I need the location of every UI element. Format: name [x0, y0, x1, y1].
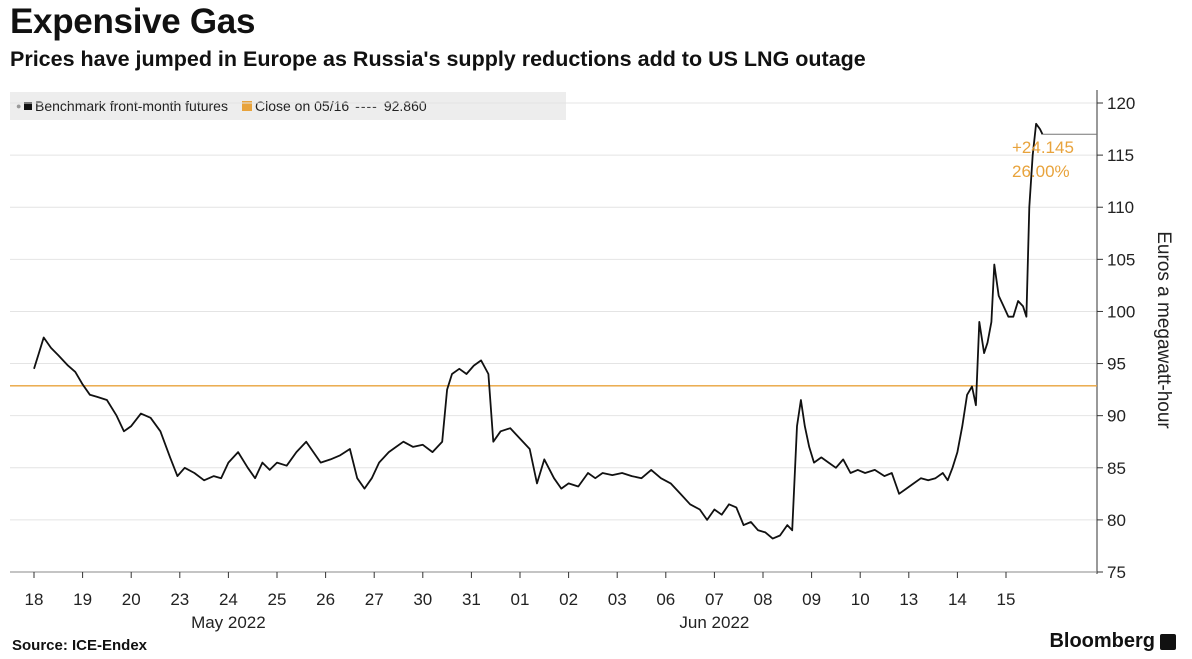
bloomberg-mark-icon [1160, 633, 1176, 650]
y-tick-label: 110 [1107, 198, 1134, 217]
x-tick-label: 18 [25, 590, 44, 609]
y-axis-label: Euros a megawatt-hour [1153, 231, 1174, 429]
legend-swatch-black [24, 102, 32, 110]
x-tick-label: 06 [656, 590, 675, 609]
x-tick-label: 07 [705, 590, 724, 609]
chart-legend: ● Benchmark front-month futures Close on… [10, 92, 566, 120]
pin-icon: ● [16, 101, 22, 111]
x-tick-label: 14 [948, 590, 967, 609]
legend-item-futures: ● Benchmark front-month futures [16, 98, 228, 114]
x-tick-label: 31 [462, 590, 481, 609]
legend-item-close: Close on 05/16 ---- 92.860 [241, 98, 427, 114]
y-tick-label: 75 [1107, 563, 1126, 582]
month-label: Jun 2022 [679, 613, 749, 632]
y-tick-label: 100 [1107, 302, 1135, 321]
x-tick-label: 08 [754, 590, 773, 609]
y-tick-label: 115 [1107, 146, 1134, 165]
y-tick-label: 95 [1107, 355, 1126, 374]
y-tick-label: 120 [1107, 94, 1135, 113]
x-tick-label: 13 [899, 590, 918, 609]
chart-title: Expensive Gas [10, 2, 256, 41]
annotation-change: +24.145 [1012, 138, 1074, 157]
y-tick-label: 85 [1107, 459, 1126, 478]
y-tick-label: 80 [1107, 511, 1126, 530]
x-tick-label: 27 [365, 590, 384, 609]
x-tick-label: 30 [413, 590, 432, 609]
legend-dash-icon: ---- [355, 98, 378, 114]
legend-close-value: 92.860 [383, 98, 427, 114]
x-tick-label: 02 [559, 590, 578, 609]
x-tick-label: 03 [608, 590, 627, 609]
legend-label-futures: Benchmark front-month futures [35, 98, 228, 114]
x-tick-label: 10 [851, 590, 870, 609]
x-tick-label: 26 [316, 590, 335, 609]
legend-label-close: Close on 05/16 [254, 98, 350, 114]
x-tick-label: 20 [122, 590, 141, 609]
x-tick-label: 01 [511, 590, 530, 609]
x-tick-label: 25 [268, 590, 287, 609]
x-tick-label: 09 [802, 590, 821, 609]
legend-swatch-orange [241, 101, 252, 111]
y-tick-label: 105 [1107, 250, 1135, 269]
y-tick-label: 90 [1107, 407, 1126, 426]
source-note: Source: ICE-Endex [12, 637, 148, 654]
brand-logo: Bloomberg [1049, 630, 1176, 653]
x-tick-label: 19 [73, 590, 92, 609]
brand-name: Bloomberg [1049, 630, 1155, 652]
x-tick-label: 23 [170, 590, 189, 609]
x-tick-label: 15 [997, 590, 1016, 609]
chart-subtitle: Prices have jumped in Europe as Russia's… [10, 47, 866, 71]
month-label: May 2022 [191, 613, 266, 632]
series-line [33, 122, 1044, 540]
annotation-percent: 26.00% [1012, 162, 1070, 181]
x-tick-label: 24 [219, 590, 238, 609]
